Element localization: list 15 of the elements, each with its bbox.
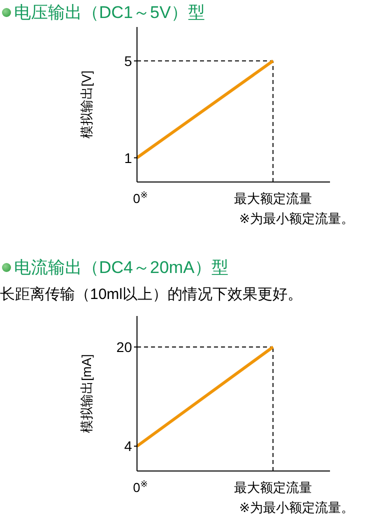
y-axis-title: 模拟输出[mA] xyxy=(79,354,94,433)
chart-title: 电流输出（DC4～20mA）型 xyxy=(14,257,228,279)
x-tick-label: 0$^{※}$ xyxy=(133,479,148,495)
y-tick-label: 20 xyxy=(116,338,132,355)
chart-title: 电压输出（DC1～5V）型 xyxy=(14,2,205,24)
x-tick-label: 最大额定流量 xyxy=(234,191,312,206)
y-axis-title: 模拟输出[V] xyxy=(79,70,94,138)
x-tick-label: 最大额定流量 xyxy=(234,480,312,495)
y-tick-label: 4 xyxy=(124,438,132,454)
text: ※为最小额定流量。 xyxy=(239,499,354,517)
y-tick-label: 5 xyxy=(124,52,132,69)
y-tick-label: 1 xyxy=(124,150,132,166)
x-tick-label: 0$^{※}$ xyxy=(133,190,148,206)
text: ※为最小额定流量。 xyxy=(239,210,354,228)
chart-subtitle: 长距离传输（10ml以上）的情况下效果更好。 xyxy=(0,285,303,304)
